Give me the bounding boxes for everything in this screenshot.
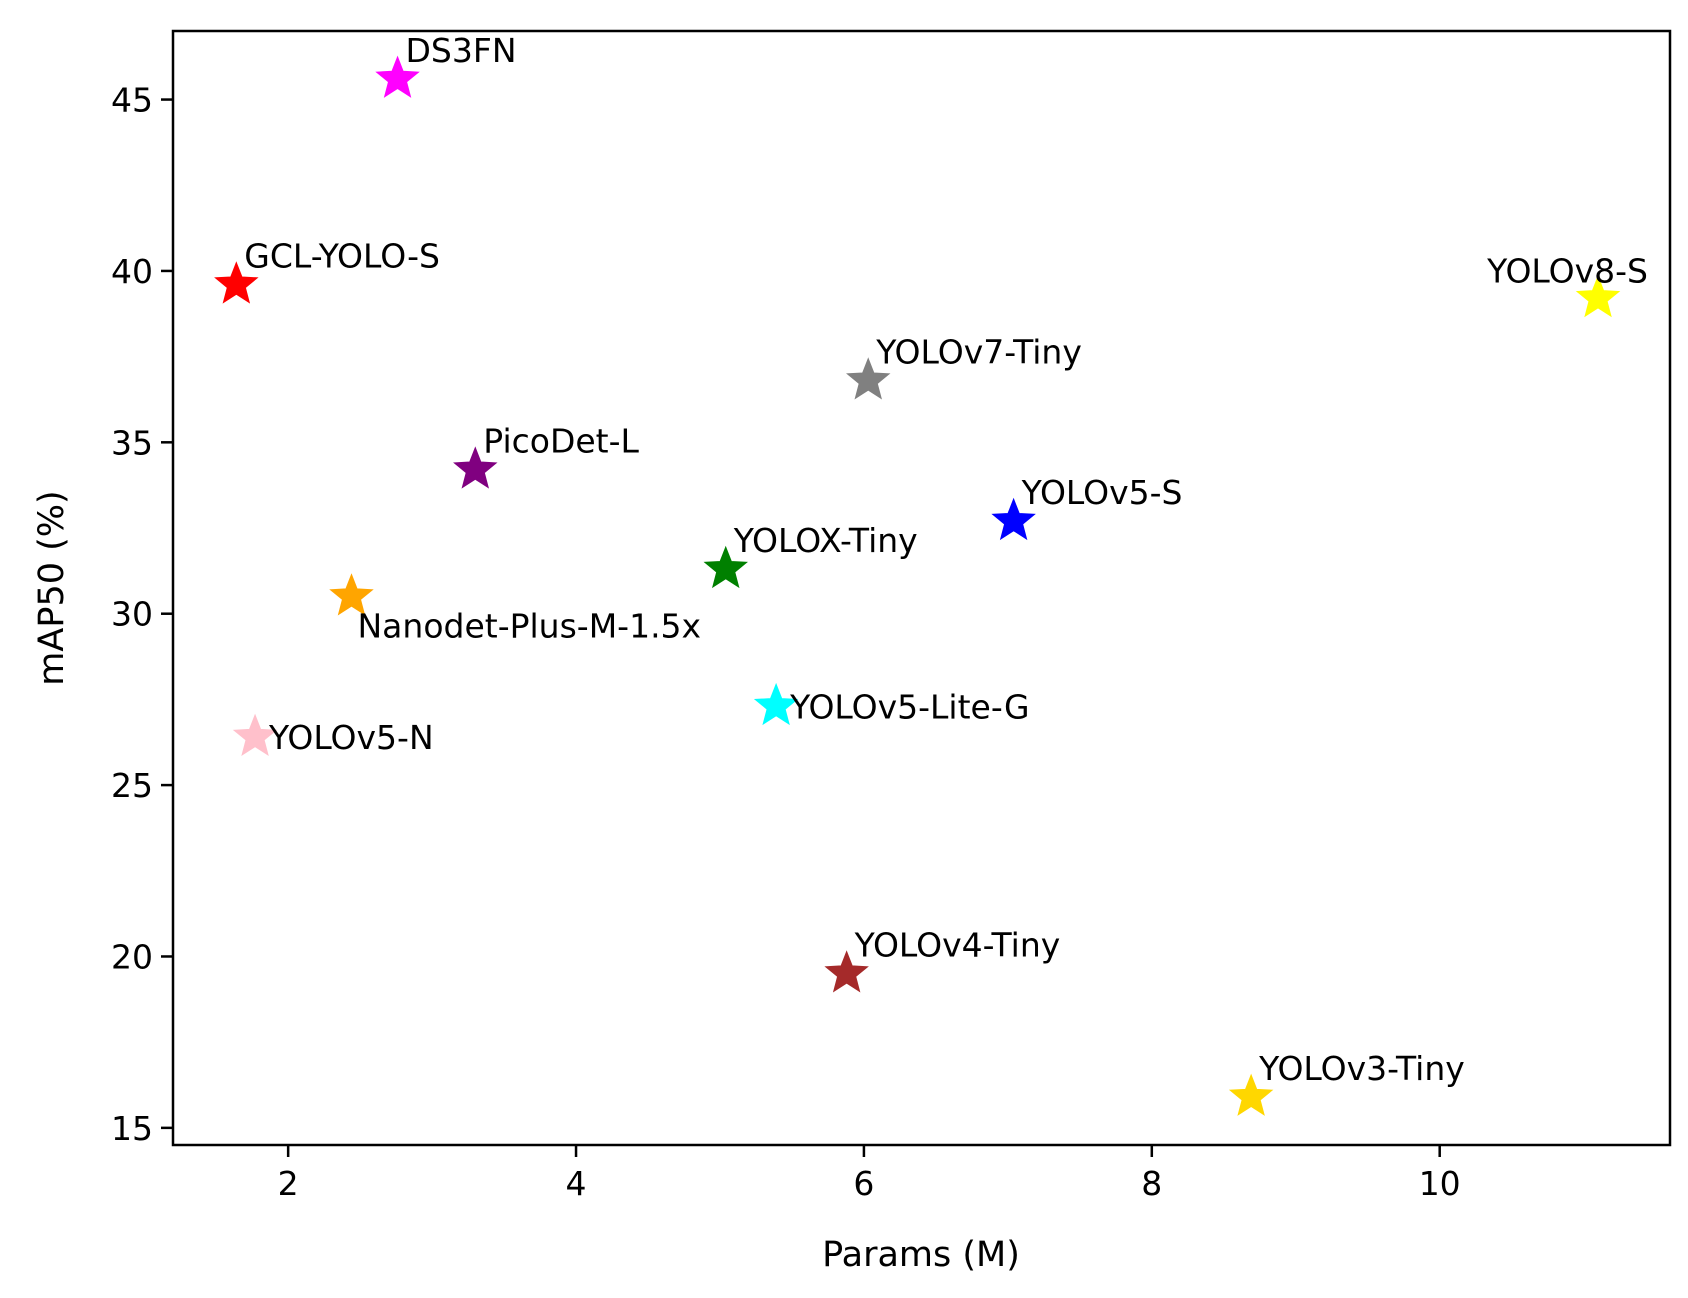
x-tick-label: 2 — [278, 1164, 299, 1203]
point-label: GCL-YOLO-S — [244, 237, 440, 276]
y-tick-label: 25 — [111, 766, 153, 805]
point-label: DS3FN — [406, 31, 517, 70]
y-axis-ticks: 15 20 25 30 35 40 45 — [111, 81, 173, 1148]
point-label: YOLOv5-N — [268, 718, 434, 757]
y-tick-label: 15 — [111, 1109, 153, 1148]
data-point-yolov3-tiny — [1228, 1073, 1274, 1116]
x-axis-title: Params (M) — [822, 1235, 1020, 1275]
point-labels: DS3FN GCL-YOLO-S YOLOv8-S YOLOv7-Tiny PicoDe… — [244, 31, 1648, 1088]
point-label: YOLOv3-Tiny — [1258, 1049, 1465, 1088]
point-label: YOLOv4-Tiny — [854, 926, 1061, 965]
data-point-yolov8-s — [1575, 274, 1621, 318]
data-point-nanodet-plus-m-1-5x — [329, 573, 374, 616]
y-tick-label: 30 — [111, 595, 153, 634]
x-tick-label: 8 — [1141, 1164, 1162, 1203]
data-point-yolov5-n — [232, 713, 278, 757]
points-layer — [214, 55, 1621, 1116]
x-tick-label: 6 — [853, 1164, 874, 1203]
point-label: PicoDet-L — [483, 422, 639, 461]
point-label: YOLOX-Tiny — [733, 521, 918, 560]
data-point-gcl-yolo-s — [214, 261, 259, 304]
data-point-picodet-l — [453, 446, 498, 489]
data-point-yolov7-tiny — [846, 357, 891, 400]
x-axis-ticks: 2 4 6 8 10 — [278, 1145, 1461, 1203]
point-label: YOLOv5-Lite-G — [789, 687, 1029, 726]
y-axis-title: mAP50 (%) — [32, 490, 72, 685]
plot-frame — [171, 29, 1672, 1147]
y-tick-label: 20 — [111, 937, 153, 976]
y-tick-label: 40 — [111, 252, 153, 291]
point-label: YOLOv7-Tiny — [875, 333, 1082, 372]
y-tick-label: 35 — [111, 423, 153, 462]
x-tick-label: 4 — [566, 1164, 587, 1203]
point-label: YOLOv8-S — [1486, 251, 1648, 290]
data-point-yolox-tiny — [703, 545, 748, 589]
point-label: Nanodet-Plus-M-1.5x — [358, 607, 702, 646]
data-point-ds3fn — [375, 55, 420, 98]
point-label: YOLOv5-S — [1021, 473, 1183, 512]
x-tick-label: 10 — [1419, 1164, 1461, 1203]
data-point-yolov4-tiny — [824, 950, 869, 993]
y-tick-label: 45 — [111, 81, 153, 120]
data-point-yolov5-s — [991, 497, 1036, 541]
data-point-yolov5-lite-g — [753, 682, 799, 726]
